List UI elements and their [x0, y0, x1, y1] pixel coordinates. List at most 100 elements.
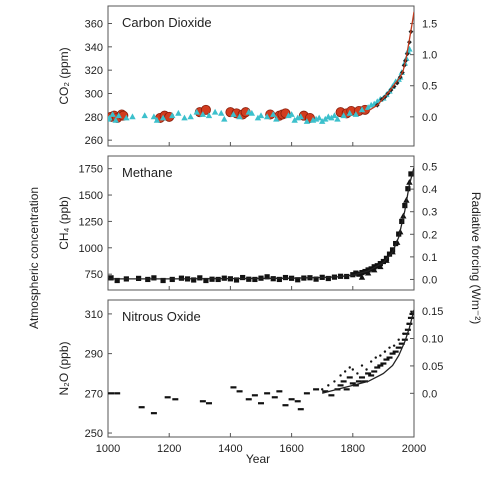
methane-triangle-point: [364, 269, 372, 276]
nitrous-oxide-dash-point: [264, 392, 271, 395]
nitrous-oxide-dot-point: [392, 344, 396, 347]
carbon-dioxide-forcing-tick-label: 0.5: [422, 81, 437, 93]
carbon-dioxide-triangle-point: [257, 112, 265, 119]
methane-square-point: [386, 251, 393, 257]
nitrous-oxide-dash-point: [114, 392, 121, 395]
methane-title: Methane: [122, 165, 173, 180]
methane-square-point: [252, 276, 258, 283]
nitrous-oxide-dot-point: [365, 368, 368, 371]
carbon-dioxide-y-tick-label: 280: [85, 112, 103, 124]
nitrous-oxide-forcing-tick-label: 0.0: [422, 388, 437, 400]
methane-square-point: [264, 274, 270, 280]
carbon-dioxide-triangle-point: [328, 114, 335, 121]
carbon-dioxide-triangle-point: [109, 111, 116, 117]
carbon-dioxide-triangle-point: [230, 111, 237, 117]
methane-square-point: [240, 274, 246, 281]
carbon-dioxide-triangle-point: [297, 113, 304, 120]
nitrous-oxide-dash-point: [386, 356, 393, 359]
nitrous-oxide-dash-point: [322, 390, 329, 393]
carbon-dioxide-triangle-point: [108, 114, 113, 121]
carbon-dioxide-triangle-point: [199, 111, 207, 117]
nitrous-oxide-dash-point: [276, 390, 283, 393]
nitrous-oxide-dot-point: [410, 310, 413, 314]
methane-square-point: [344, 273, 350, 280]
x-tick-label: 1200: [157, 443, 181, 455]
carbon-dioxide-triangle-point: [315, 114, 323, 121]
carbon-dioxide-triangle-point: [150, 113, 158, 120]
methane-square-point: [276, 276, 282, 283]
carbon-dioxide-triangle-point: [112, 116, 119, 123]
nitrous-oxide-dash-point: [343, 388, 350, 391]
nitrous-oxide-y-axis-label: N₂O (ppb): [57, 341, 71, 395]
carbon-dioxide-triangle-point: [288, 111, 295, 117]
nitrous-oxide-dot-point: [321, 388, 324, 391]
nitrous-oxide-dash-point: [346, 376, 353, 379]
nitrous-oxide-dot-point: [383, 350, 387, 353]
methane-square-point: [108, 275, 114, 281]
carbon-dioxide-triangle-point: [273, 115, 280, 122]
methane-forcing-tick-label: 0.4: [422, 184, 437, 196]
nitrous-oxide-plot-area: [108, 309, 414, 415]
nitrous-oxide-dash-point: [404, 328, 411, 331]
methane-y-axis-label: CH₄ (ppb): [57, 196, 71, 250]
carbon-dioxide-triangle-point: [123, 114, 130, 121]
nitrous-oxide-dash-point: [403, 332, 410, 335]
nitrous-oxide-dash-point: [297, 408, 304, 411]
methane-triangle-point: [377, 263, 384, 270]
carbon-dioxide-triangle-point: [334, 115, 341, 122]
carbon-dioxide-y-tick-label: 300: [85, 89, 103, 101]
nitrous-oxide-dash-point: [150, 412, 157, 415]
carbon-dioxide-plot-area: [108, 11, 414, 124]
carbon-dioxide-triangle-point: [218, 109, 225, 116]
right-axis-label: Radiative forcing (Wm⁻²): [469, 192, 483, 324]
nitrous-oxide-dash-point: [392, 350, 399, 353]
nitrous-oxide-dash-point: [288, 398, 295, 401]
nitrous-oxide-dash-point: [328, 394, 335, 397]
carbon-dioxide-triangle-point: [263, 113, 271, 120]
nitrous-oxide-dash-point: [258, 402, 264, 405]
methane-square-point: [233, 277, 240, 283]
x-tick-label: 1000: [96, 443, 120, 455]
nitrous-oxide-dash-point: [365, 372, 372, 375]
carbon-dioxide-triangle-point: [319, 118, 326, 124]
carbon-dioxide-circle-point: [200, 104, 211, 115]
carbon-dioxide-forcing-tick-label: 1.5: [422, 19, 437, 31]
carbon-dioxide-triangle-point: [322, 115, 329, 122]
nitrous-oxide-dash-point: [340, 380, 347, 383]
methane-square-point: [402, 202, 408, 209]
methane-forcing-tick-label: 0.1: [422, 252, 437, 264]
methane-forcing-tick-label: 0.5: [422, 162, 437, 174]
carbon-dioxide-title: Carbon Dioxide: [122, 15, 212, 30]
carbon-dioxide-triangle-point: [169, 112, 176, 119]
nitrous-oxide-dot-point: [351, 368, 354, 371]
carbon-dioxide-triangle-point: [254, 114, 262, 121]
x-tick-label: 2000: [402, 443, 426, 455]
nitrous-oxide-dash-point: [251, 394, 258, 397]
nitrous-oxide-dash-point: [303, 392, 310, 395]
nitrous-oxide-dash-point: [358, 376, 365, 379]
carbon-dioxide-y-tick-label: 340: [85, 42, 103, 54]
nitrous-oxide-dash-point: [108, 392, 115, 395]
nitrous-oxide-dot-point: [360, 364, 364, 367]
nitrous-oxide-dash-point: [337, 384, 344, 387]
carbon-dioxide-forcing-tick-label: 1.0: [422, 50, 437, 62]
carbon-dioxide-triangle-point: [181, 114, 188, 121]
methane-y-tick-label: 750: [85, 269, 103, 281]
methane-square-point: [215, 276, 221, 283]
methane-trend-line: [108, 167, 414, 280]
nitrous-oxide-frame: [107, 299, 415, 438]
nitrous-oxide-dot-point: [356, 372, 359, 375]
carbon-dioxide-triangle-point: [358, 106, 366, 113]
x-tick-label: 1600: [279, 443, 303, 455]
carbon-dioxide-triangle-point: [221, 115, 228, 122]
nitrous-oxide-forcing-tick-label: 0.15: [422, 306, 443, 318]
nitrous-oxide-dash-point: [406, 322, 413, 325]
methane-square-point: [325, 275, 331, 282]
nitrous-oxide-dot-point: [343, 370, 347, 373]
carbon-dioxide-triangle-point: [346, 109, 353, 116]
carbon-dioxide-triangle-point: [129, 113, 136, 120]
nitrous-oxide-dot-point: [339, 374, 342, 377]
methane-square-point: [408, 171, 414, 177]
